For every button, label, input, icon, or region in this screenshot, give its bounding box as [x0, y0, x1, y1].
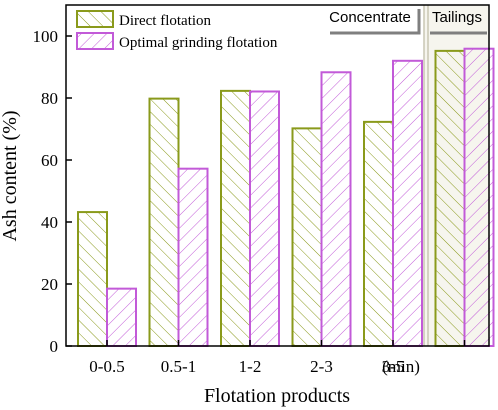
y-axis: 0 20 40 60 80 100: [33, 27, 72, 356]
bar-grinding-3: [249, 90, 280, 347]
legend: Direct flotation Optimal grinding flotat…: [76, 10, 278, 51]
y-tick-label: 100: [33, 27, 59, 46]
bar-grinding-1: [106, 287, 137, 347]
x-axis: 0-0.5 0.5-1 1-2 2-3 3-5: [89, 340, 466, 376]
bars-layer: [77, 47, 495, 348]
bar-direct-2: [148, 97, 180, 348]
bar-direct-5: [363, 120, 394, 348]
x-tick-label: 3-5: [382, 357, 405, 376]
legend-swatch-grinding: [76, 32, 114, 50]
y-tick-label: 60: [41, 151, 58, 170]
legend-label-grinding: Optimal grinding flotation: [119, 35, 278, 51]
bar-direct-3: [220, 89, 251, 348]
x-tick-label: 0.5-1: [161, 357, 196, 376]
x-tick-label: 0-0.5: [89, 357, 124, 376]
bar-direct-6: [434, 49, 466, 347]
y-tick-label: 40: [41, 213, 58, 232]
x-axis-unit-label: (min): [382, 357, 420, 376]
plot-frame: [65, 4, 490, 347]
region-label-concentrate: Concentrate: [329, 9, 411, 26]
legend-label-direct: Direct flotation: [119, 13, 212, 29]
bar-direct-1: [77, 211, 108, 347]
y-tick-label: 80: [41, 89, 58, 108]
tailings-label-group: Tailings: [430, 9, 487, 35]
y-axis-title: Ash content (%): [0, 110, 21, 241]
y-tick-label: 20: [41, 275, 58, 294]
legend-swatch-direct: [76, 10, 114, 28]
bar-grinding-5: [392, 59, 423, 348]
bar-grinding-2: [177, 167, 209, 347]
x-tick-label: 1-2: [239, 357, 262, 376]
y-tick-label: 0: [50, 337, 59, 356]
bar-grinding-4: [320, 71, 352, 348]
x-axis-title: Flotation products: [204, 385, 350, 407]
concentrate-label-group: Concentrate: [329, 9, 421, 35]
region-label-tailings: Tailings: [432, 9, 482, 26]
x-tick-label: 2-3: [310, 357, 333, 376]
bar-direct-4: [291, 127, 323, 347]
concentrate-label-bracket: [330, 9, 421, 35]
